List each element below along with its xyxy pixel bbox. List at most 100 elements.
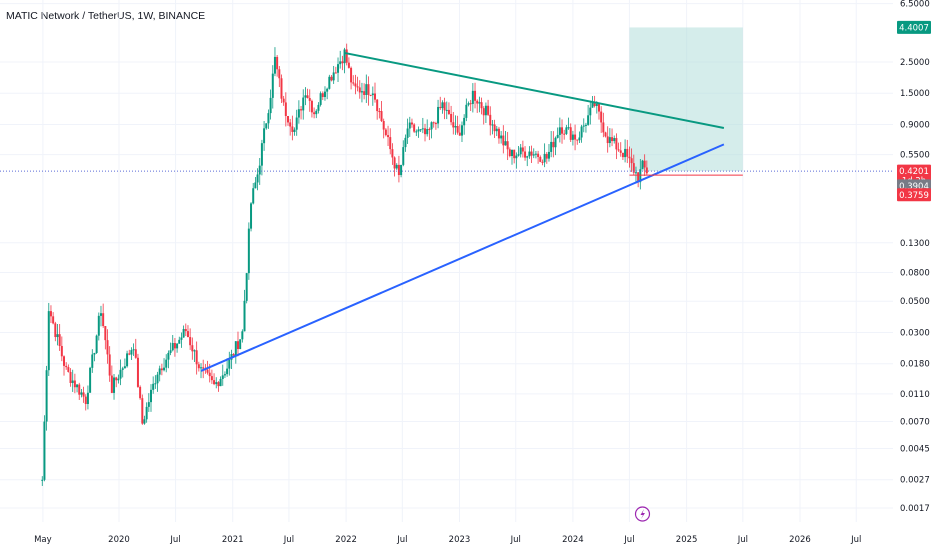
candle (152, 376, 155, 394)
svg-text:0.3759: 0.3759 (899, 191, 929, 201)
candle (252, 182, 255, 205)
candle (387, 125, 390, 146)
candle (139, 385, 142, 400)
candle (367, 76, 370, 106)
lightning-icon[interactable] (634, 506, 651, 522)
candle (465, 98, 468, 122)
candle (402, 140, 405, 167)
candle (350, 66, 353, 90)
candle (191, 337, 194, 360)
candle (532, 148, 535, 159)
candle (143, 415, 146, 425)
candle (567, 117, 570, 130)
candle (421, 117, 424, 134)
candle (391, 143, 394, 165)
candle (213, 373, 216, 386)
candle (424, 123, 427, 142)
candle (76, 383, 79, 393)
candle (243, 289, 246, 332)
x-tick-label: Jul (283, 535, 294, 545)
trendline[interactable] (344, 51, 725, 129)
candle (474, 82, 477, 109)
candle (147, 393, 150, 412)
trendline[interactable] (200, 143, 725, 372)
candle (445, 101, 448, 120)
candle (195, 341, 198, 375)
candle (489, 106, 492, 136)
candle (47, 302, 50, 376)
price-axis[interactable]: 6.5000 2.5000 1.5000 0.9000 0.5500 0.1300 0.08… (900, 0, 930, 514)
trendlines[interactable] (200, 51, 725, 372)
candle (154, 375, 157, 389)
candle (178, 336, 181, 344)
candle (189, 328, 192, 350)
candle (289, 118, 292, 136)
candle (282, 95, 285, 106)
y-tick-label: 0.0800 (900, 268, 930, 278)
candle (245, 272, 248, 304)
candle (89, 366, 92, 393)
y-tick-label: 0.0300 (900, 328, 930, 338)
candle (641, 159, 644, 170)
candle (460, 121, 463, 142)
candle (395, 163, 398, 170)
candle (556, 127, 559, 139)
candle (541, 159, 544, 166)
candle (524, 146, 527, 161)
candle (500, 131, 503, 144)
candle (291, 115, 294, 141)
candle (326, 87, 329, 100)
candle (130, 347, 133, 361)
candle (432, 121, 435, 128)
candle (86, 385, 89, 410)
candle (545, 151, 548, 164)
x-tick-label: Jul (396, 535, 407, 545)
candle (254, 177, 257, 189)
x-tick-label: 2021 (222, 535, 244, 545)
candle (337, 57, 340, 83)
projection-box[interactable] (629, 27, 743, 172)
candle (408, 116, 411, 137)
candle (632, 154, 635, 176)
candle (584, 122, 587, 133)
candle (373, 82, 376, 103)
candle (258, 158, 261, 185)
candle (530, 145, 533, 163)
candle (487, 99, 490, 116)
candle (517, 145, 520, 157)
candle (467, 101, 470, 107)
candle (476, 99, 479, 113)
candle (574, 124, 577, 151)
candle (256, 168, 259, 191)
candle (506, 132, 509, 161)
candle (606, 126, 609, 153)
candle (234, 341, 237, 364)
candle (58, 324, 61, 351)
candle (334, 66, 337, 74)
candle (106, 329, 109, 364)
candle (611, 128, 614, 147)
y-tick-label: 1.5000 (900, 89, 930, 99)
candle (317, 102, 320, 114)
svg-text:0.4201: 0.4201 (899, 167, 929, 177)
candle (263, 120, 266, 151)
candle (41, 476, 44, 486)
candle (417, 126, 420, 138)
candle (376, 99, 379, 120)
time-axis[interactable]: May 2020 Jul 2021 Jul 2022 Jul 2023 Jul 2024 Jul 20… (34, 535, 861, 545)
candle (321, 91, 324, 101)
candle (450, 105, 453, 126)
candle (176, 342, 179, 353)
candle (497, 126, 500, 144)
candle (437, 99, 440, 129)
candle (310, 99, 313, 118)
candle (571, 130, 574, 146)
candle (113, 374, 116, 400)
candle (60, 336, 63, 362)
chart-title: MATIC Network / TetherUS, 1W, BINANCE (6, 10, 206, 22)
candle (628, 146, 631, 168)
candle (443, 97, 446, 120)
candle (117, 374, 120, 384)
